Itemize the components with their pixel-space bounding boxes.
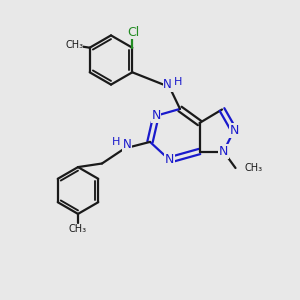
Text: Cl: Cl xyxy=(127,26,139,39)
Text: N: N xyxy=(163,78,172,91)
Text: H: H xyxy=(174,76,182,87)
Text: N: N xyxy=(151,109,161,122)
Text: N: N xyxy=(122,138,131,152)
Text: CH₃: CH₃ xyxy=(65,40,83,50)
Text: N: N xyxy=(229,124,239,137)
Text: H: H xyxy=(112,137,120,147)
Text: CH₃: CH₃ xyxy=(244,163,262,173)
Text: CH₃: CH₃ xyxy=(69,224,87,234)
Text: N: N xyxy=(165,153,174,167)
Text: N: N xyxy=(219,145,228,158)
